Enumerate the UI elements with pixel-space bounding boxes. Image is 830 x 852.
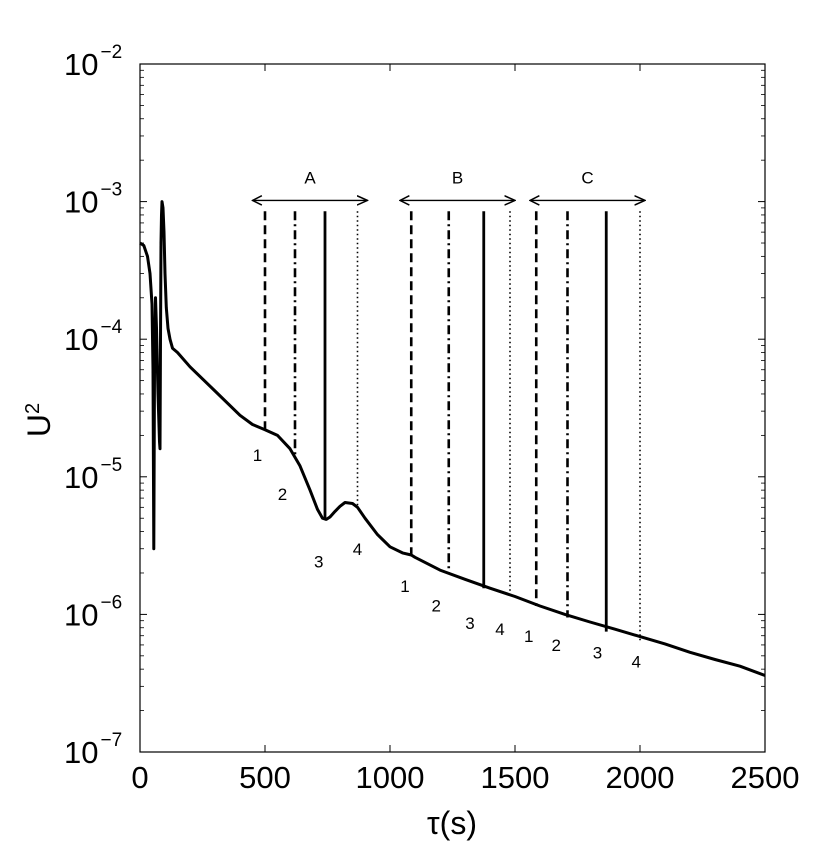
y-tick-label: 10 −2 (64, 42, 122, 82)
marker-label-4: 4 (353, 540, 362, 559)
marker-label-9: 1 (524, 627, 533, 646)
marker-lines (263, 211, 641, 642)
marker-label-11: 3 (593, 643, 602, 662)
series-line-1 (139, 200, 766, 677)
tick-labels: 0 500 1000 1500 2000 2500 10−2 10−3 10−4 10−5 10−6… (64, 42, 799, 795)
marker-label-6: 2 (432, 596, 441, 615)
y-axis-label-base: U (21, 414, 57, 437)
y-axis-label-exp: 2 (22, 403, 44, 414)
x-tick-label: 0 (131, 760, 148, 795)
x-tick-label: 500 (239, 760, 291, 795)
marker-label-7: 3 (465, 614, 474, 633)
marker-label-10: 2 (552, 636, 561, 655)
marker-label-1: 1 (253, 446, 262, 465)
group-label-3: C (581, 168, 593, 187)
y-axis-label: U2 (21, 403, 57, 437)
group-label-2: B (452, 168, 463, 187)
ticks (139, 63, 766, 753)
marker-label-12: 4 (632, 653, 641, 672)
marker-label-3: 3 (314, 552, 323, 571)
y-tick-label: 10 −5 (64, 455, 122, 495)
plot-area (140, 64, 765, 752)
y-tick-label: 10 −7 (64, 730, 122, 770)
x-axis-label: τ(s) (427, 805, 477, 841)
group-label-1: A (304, 168, 316, 187)
series-layer (139, 200, 766, 677)
x-tick-label: 2000 (606, 760, 675, 795)
plot-frame (139, 63, 766, 753)
x-tick-label: 1500 (481, 760, 550, 795)
x-tick-label: 1000 (356, 760, 425, 795)
y-tick-label: 10 −4 (64, 317, 123, 357)
marker-label-8: 4 (495, 620, 504, 639)
marker-label-2: 2 (278, 485, 287, 504)
y-tick-label: 10 −3 (64, 180, 122, 220)
x-tick-label: 2500 (731, 760, 800, 795)
marker-label-5: 1 (400, 577, 409, 596)
y-tick-label: 10 −6 (64, 592, 122, 632)
